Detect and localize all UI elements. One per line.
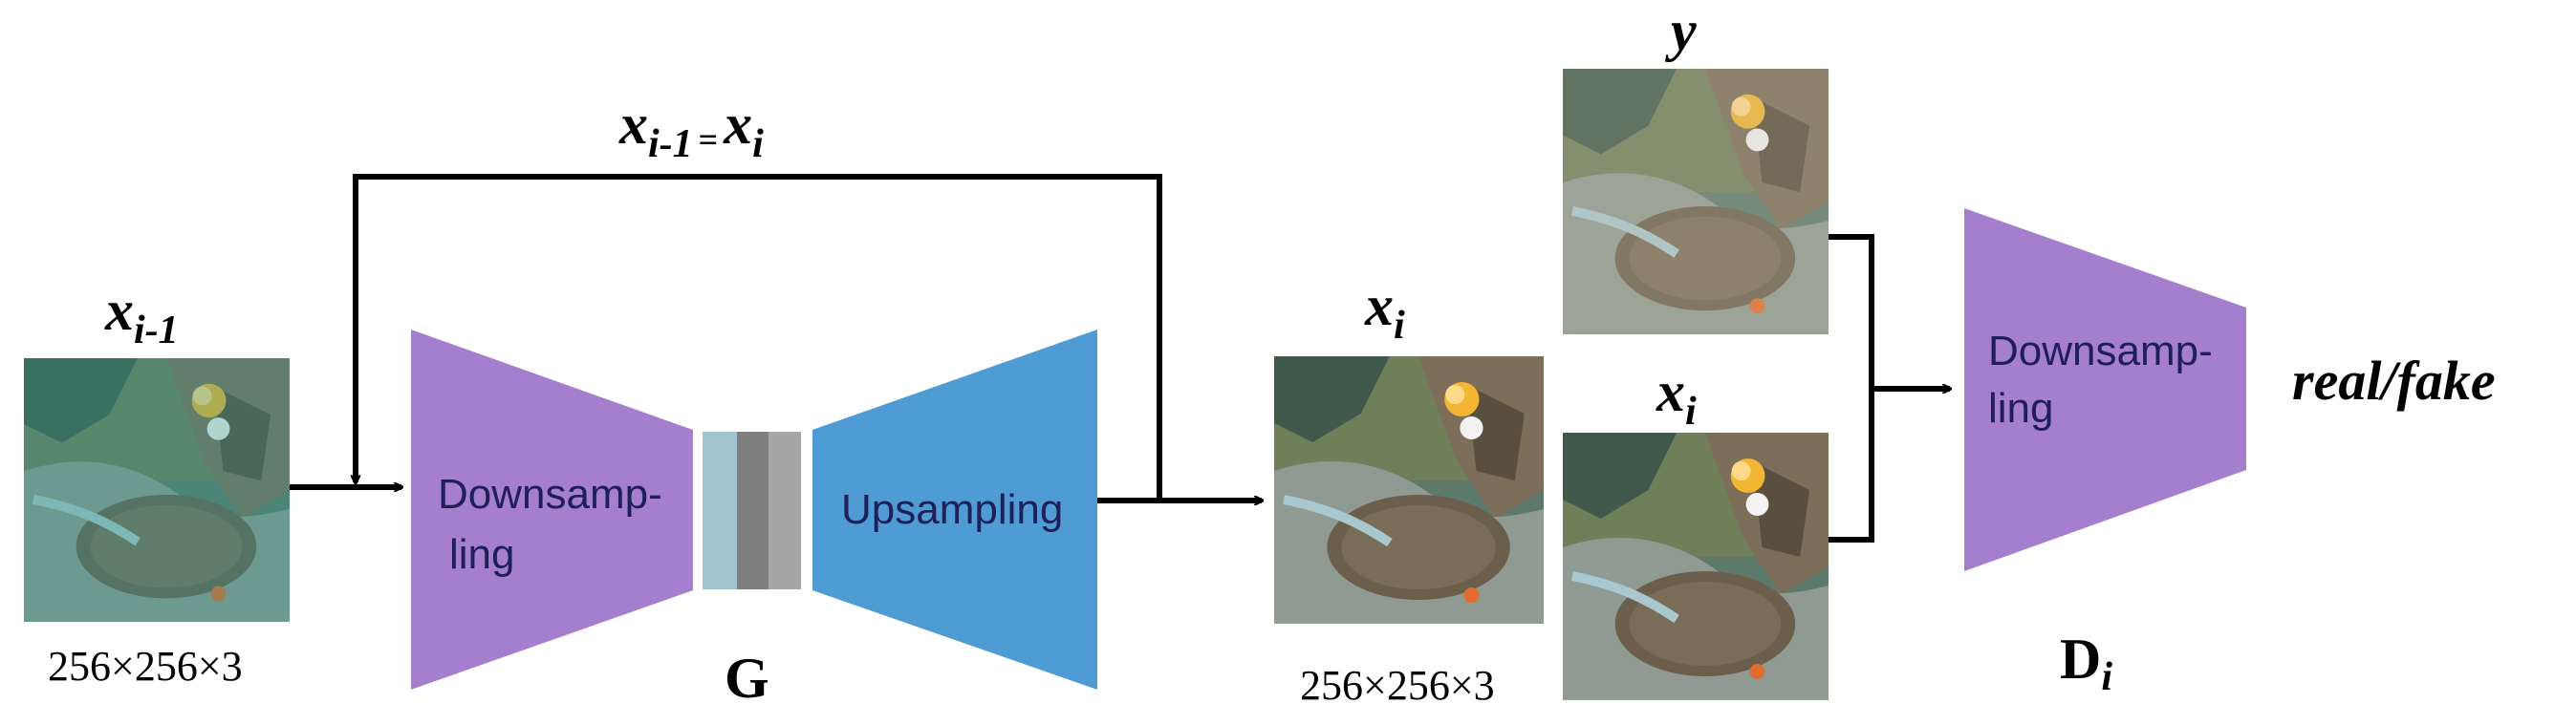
stingray-photo-icon (24, 358, 290, 622)
discriminator-name: Di (2060, 628, 2112, 699)
encoder-label-line1: Downsamp- (438, 471, 662, 518)
discriminator-output-label: real/fake (2292, 350, 2496, 412)
discriminator-label-line2: ling (1988, 385, 2054, 432)
generator: Downsamp- ling Upsampling G (411, 330, 1097, 710)
fake-image-label: xi (1656, 360, 1697, 434)
stingray-photo-icon (1563, 433, 1829, 700)
real-image-label: y (1665, 0, 1697, 62)
bottleneck-block-2 (737, 432, 768, 589)
discriminator-body (1964, 208, 2246, 571)
input-label: xi-1 (104, 279, 179, 352)
encoder-label-line2: ling (449, 531, 515, 578)
bottleneck-block-3 (768, 432, 801, 589)
feedback-loop-line (356, 174, 1162, 501)
generator-decoder (812, 330, 1097, 690)
fake-image (1563, 433, 1829, 700)
stingray-photo-icon (1563, 69, 1829, 334)
output-image (1274, 356, 1544, 624)
feedback-label: xi-1 = xi (618, 93, 764, 166)
bottleneck-block-1 (703, 432, 737, 589)
discriminator-label-line1: Downsamp- (1988, 328, 2213, 374)
generator-encoder (411, 330, 693, 690)
real-image (1563, 69, 1829, 334)
decoder-label: Upsampling (841, 486, 1063, 533)
stingray-photo-icon (1274, 356, 1544, 624)
generator-name: G (725, 647, 769, 710)
output-label: xi (1364, 274, 1405, 348)
merge-line (1829, 234, 1874, 543)
discriminator: Downsamp- ling Di (1964, 208, 2246, 699)
input-image (24, 358, 290, 622)
input-size-text: 256×256×3 (48, 643, 243, 690)
output-size-text: 256×256×3 (1300, 662, 1495, 709)
